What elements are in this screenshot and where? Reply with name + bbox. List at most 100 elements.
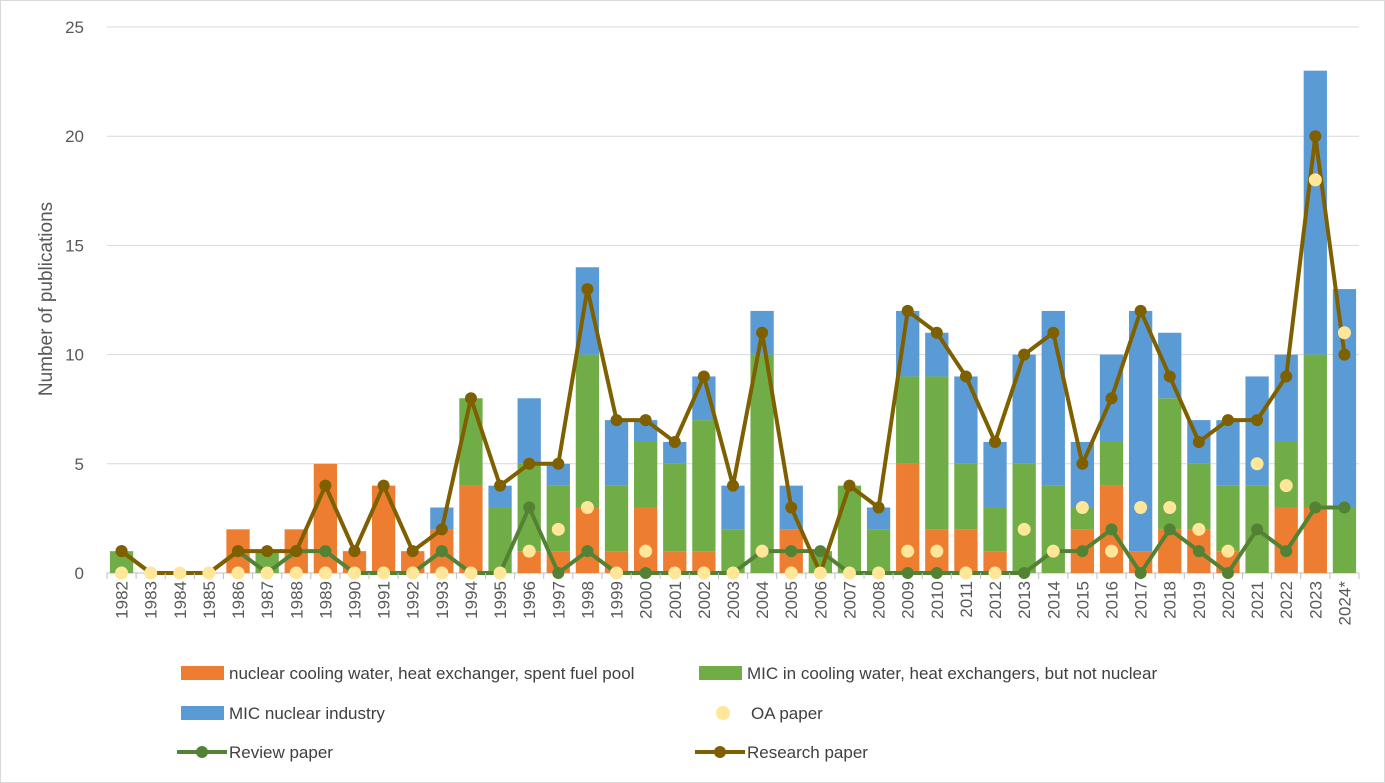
bar-segment xyxy=(1332,507,1357,573)
bar-segment xyxy=(1012,354,1036,464)
data-point xyxy=(260,566,274,580)
legend-swatch xyxy=(714,746,726,758)
bar-segment xyxy=(1332,289,1357,508)
data-point xyxy=(1105,392,1118,405)
data-point xyxy=(610,566,624,580)
bar-segment xyxy=(1158,398,1182,530)
legend-label: Research paper xyxy=(747,743,868,762)
data-point xyxy=(989,435,1002,448)
x-tick-label: 2010 xyxy=(928,581,947,619)
bar-segment xyxy=(954,529,978,573)
data-point xyxy=(1192,435,1205,448)
data-point xyxy=(843,479,856,492)
x-tick-label: 1997 xyxy=(549,581,568,619)
x-tick-label: 1999 xyxy=(608,581,627,619)
data-point xyxy=(1076,545,1089,558)
data-point xyxy=(697,566,711,580)
data-point xyxy=(1280,545,1293,558)
bar-segment xyxy=(1245,376,1269,486)
data-point xyxy=(377,566,391,580)
data-point xyxy=(1105,544,1119,558)
data-point xyxy=(289,566,303,580)
data-point xyxy=(1075,500,1089,514)
bar-segment xyxy=(1012,463,1036,573)
bar-segment xyxy=(517,398,541,464)
y-axis-ticks: 0 5 10 15 20 25 xyxy=(65,18,84,583)
x-tick-label: 2019 xyxy=(1190,581,1209,619)
x-tick-label: 2013 xyxy=(1015,581,1034,619)
bar-segment xyxy=(1303,354,1327,508)
legend-swatch xyxy=(181,666,224,680)
bar-segment xyxy=(1274,507,1298,573)
x-tick-label: 1993 xyxy=(433,581,452,619)
x-tick-label: 2001 xyxy=(666,581,685,619)
bar-segment xyxy=(604,420,629,486)
bar-segment xyxy=(1303,70,1327,355)
data-point xyxy=(464,566,478,580)
bar-segment xyxy=(430,507,454,530)
data-point xyxy=(232,545,245,558)
bar-segment xyxy=(459,485,483,573)
bar-segment xyxy=(1216,420,1240,486)
data-point xyxy=(173,566,187,580)
data-point xyxy=(639,414,652,427)
data-point xyxy=(551,522,565,536)
data-point xyxy=(261,545,274,558)
data-point xyxy=(872,501,885,514)
data-point xyxy=(1192,545,1205,558)
data-point xyxy=(1338,501,1351,514)
data-point xyxy=(1309,130,1322,143)
data-point xyxy=(784,566,798,580)
bar-segment xyxy=(663,463,687,552)
bar-segment xyxy=(692,551,716,573)
bar-segment xyxy=(925,332,949,377)
legend-swatch xyxy=(181,706,224,720)
bar-segment xyxy=(1070,507,1095,530)
x-tick-label: 2004 xyxy=(753,581,772,619)
data-point xyxy=(494,479,507,492)
x-tick-label: 1989 xyxy=(316,581,335,619)
x-tick-label: 1992 xyxy=(404,581,423,619)
legend-label: OA paper xyxy=(751,704,823,723)
data-point xyxy=(1018,348,1031,361)
y-axis-title: Number of publications xyxy=(36,202,57,396)
bar-segment xyxy=(371,485,396,573)
data-point xyxy=(1134,500,1148,514)
bar-segment xyxy=(663,551,687,573)
bar-segment xyxy=(1041,485,1065,573)
data-point xyxy=(785,501,798,514)
data-point xyxy=(1134,304,1147,317)
x-tick-label: 1996 xyxy=(520,581,539,619)
data-point xyxy=(552,567,565,579)
data-point xyxy=(842,566,856,580)
stacked-bars xyxy=(109,70,1357,573)
data-point xyxy=(580,500,594,514)
data-point xyxy=(1017,522,1031,536)
bar-segment xyxy=(1099,441,1124,486)
data-point xyxy=(814,545,827,558)
y-tick-label: 20 xyxy=(65,127,84,146)
data-point xyxy=(1163,370,1176,383)
data-point xyxy=(1163,500,1177,514)
bar-segment xyxy=(634,441,658,508)
legend: nuclear cooling water, heat exchanger, s… xyxy=(177,664,1157,762)
bar-segment xyxy=(1216,485,1240,552)
y-tick-label: 0 xyxy=(75,564,84,583)
legend-swatch xyxy=(196,746,208,758)
x-tick-label: 2009 xyxy=(899,581,918,619)
data-point xyxy=(1221,414,1234,427)
y-tick-label: 15 xyxy=(65,236,84,255)
data-point xyxy=(1076,457,1089,470)
data-point xyxy=(1251,414,1264,427)
bar-segment xyxy=(1187,463,1211,530)
data-point xyxy=(435,545,448,558)
legend-label: MIC in cooling water, heat exchangers, b… xyxy=(747,664,1157,683)
bar-segment xyxy=(954,376,978,464)
data-point xyxy=(1337,326,1351,340)
data-point xyxy=(464,392,477,405)
bar-segment xyxy=(896,463,920,573)
data-point xyxy=(1308,173,1322,187)
x-tick-label: 1986 xyxy=(229,581,248,619)
